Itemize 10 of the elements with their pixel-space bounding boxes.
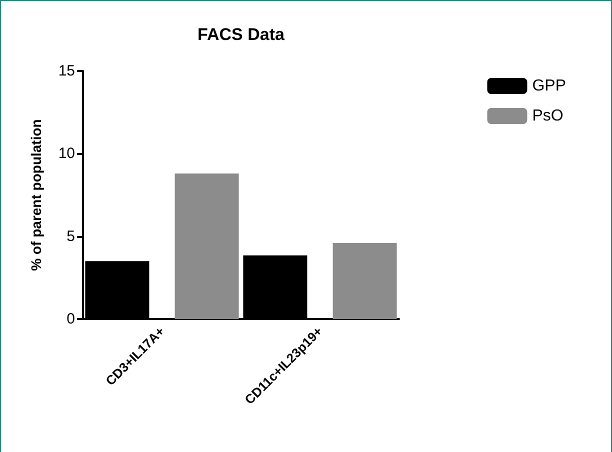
y-tick-label: 5	[66, 228, 75, 245]
y-tick-label: 15	[58, 62, 75, 80]
bar	[174, 174, 239, 319]
chart-title: FACS Data	[198, 25, 285, 44]
legend-label: GPP	[532, 78, 566, 94]
bar	[332, 242, 397, 319]
y-tick-label: 0	[66, 310, 75, 328]
legend-label: PsO	[532, 108, 564, 124]
y-axis-title: % of parent population	[28, 119, 44, 271]
y-tick-label: 10	[58, 145, 75, 162]
